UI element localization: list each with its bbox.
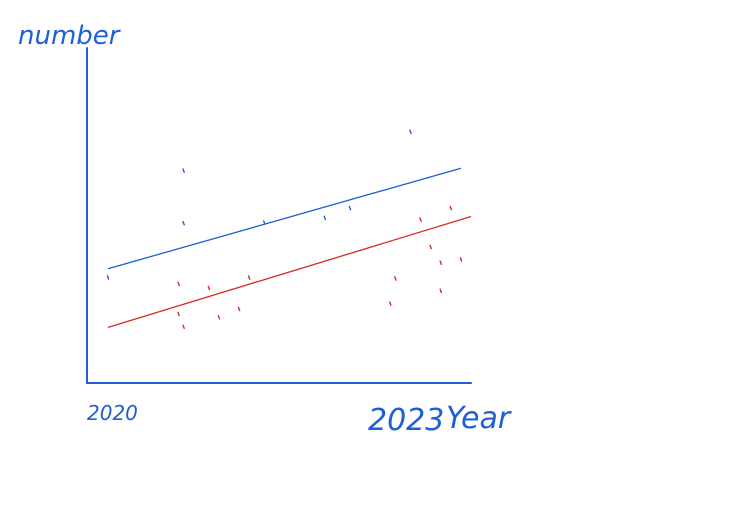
data-point-1-9 xyxy=(419,217,422,222)
data-point-0-6 xyxy=(409,129,412,135)
data-point-1-11 xyxy=(439,260,443,266)
axes xyxy=(86,47,472,384)
data-point-0-5 xyxy=(348,205,352,211)
data-point-1-6 xyxy=(247,275,251,280)
data-point-1-2 xyxy=(177,311,180,317)
series-0 xyxy=(106,129,462,280)
series-1 xyxy=(107,205,472,330)
data-point-1-7 xyxy=(389,301,392,306)
data-point-1-0 xyxy=(177,281,180,287)
data-point-1-14 xyxy=(459,257,463,262)
data-point-1-3 xyxy=(207,285,211,291)
series-group xyxy=(106,129,472,330)
trend-line-0 xyxy=(107,167,462,270)
data-point-1-13 xyxy=(449,205,453,211)
data-point-1-5 xyxy=(237,306,241,312)
x-tick-label-2020: 2020 xyxy=(87,401,138,425)
data-point-1-1 xyxy=(182,324,185,330)
data-point-1-4 xyxy=(217,315,221,320)
x-axis-label: Year xyxy=(446,401,512,436)
data-point-0-0 xyxy=(106,275,110,280)
data-point-1-12 xyxy=(439,288,443,294)
data-point-0-3 xyxy=(262,220,266,225)
y-axis-label: number xyxy=(18,21,122,51)
data-point-1-10 xyxy=(429,244,432,250)
data-point-0-4 xyxy=(323,215,327,221)
trend-line-1 xyxy=(107,215,472,329)
label-group: number 2020 2023 Year xyxy=(18,21,512,438)
data-point-0-2 xyxy=(182,220,185,226)
data-point-1-8 xyxy=(394,276,397,281)
x-tick-label-2023: 2023 xyxy=(368,403,444,438)
data-point-0-1 xyxy=(182,168,185,173)
